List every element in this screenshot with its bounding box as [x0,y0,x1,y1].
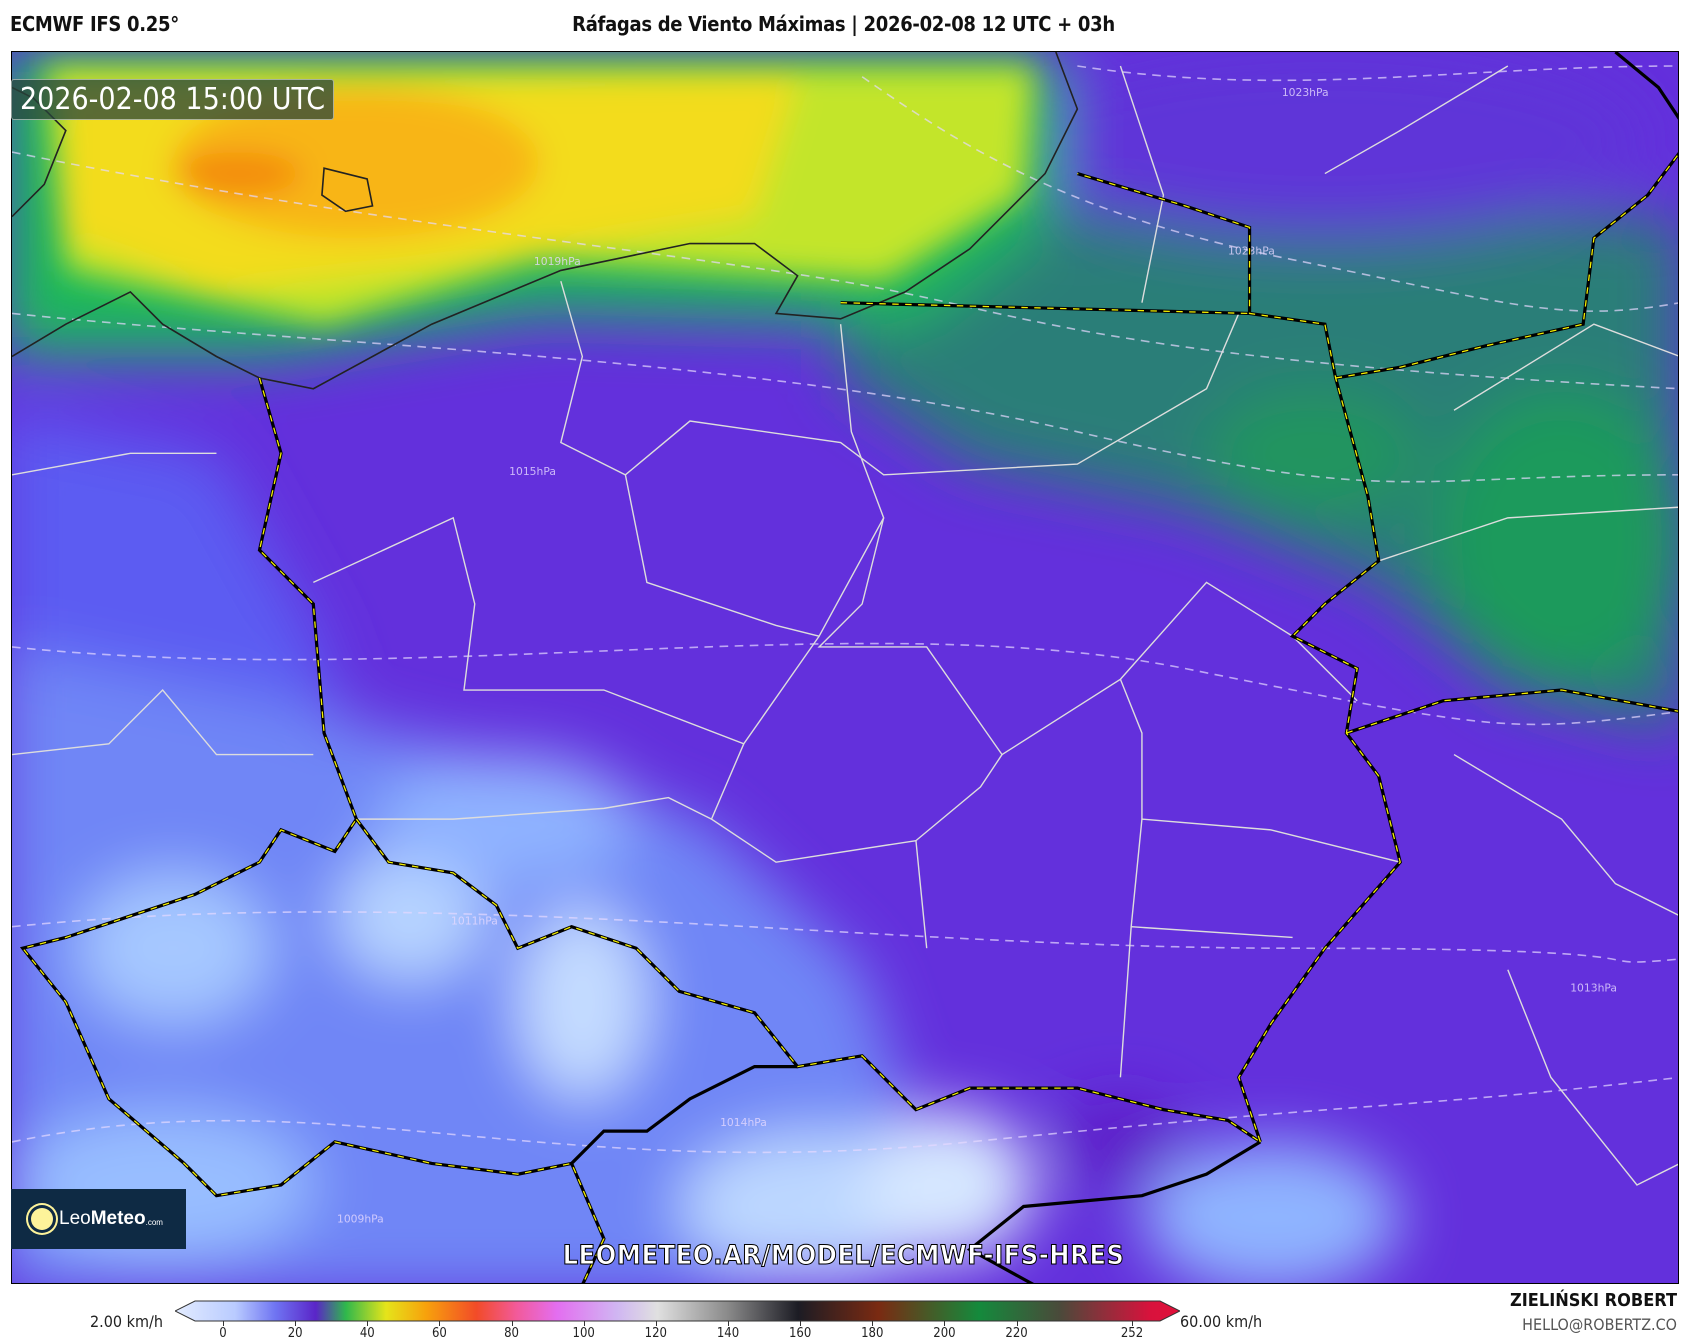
map-title: Ráfagas de Viento Máximas | 2026-02-08 1… [572,12,1115,36]
region-borders [12,65,1678,1186]
sun-icon [31,1208,53,1230]
isobar-label: 1011hPa [451,915,498,928]
source-watermark: LEOMETEO.AR/MODEL/ECMWF-IFS-HRES [562,1240,1125,1272]
colorbar-tick [872,1321,874,1326]
colorbar-tick [583,1321,585,1326]
colorbar-tick [295,1321,297,1326]
wind-gust-map[interactable]: 1023hPa 1023hPa 1019hPa 1015hPa 1011hPa … [11,51,1679,1284]
colorbar-tick [1132,1321,1133,1326]
isobar-label: 1013hPa [1570,981,1617,994]
colorbar-tick-label: 252 [1120,1326,1144,1341]
logo-text-meteo: Meteo [90,1208,146,1229]
isobar-label: 1019hPa [534,255,581,268]
isobar-label: 1023hPa [1228,244,1275,257]
model-label: ECMWF IFS 0.25° [10,12,179,36]
author-name: ZIELIŃSKI ROBERT [1510,1290,1677,1311]
colorbar-tick [511,1321,513,1326]
colorbar-tick [655,1321,657,1326]
colorbar-tick-label: 40 [359,1326,375,1341]
colorbar-tick [367,1321,369,1326]
colorbar-tick-label: 180 [861,1326,884,1341]
isobar-label: 1023hPa [1282,86,1329,99]
colorbar-max-label: 60.00 km/h [1180,1312,1263,1331]
colorbar-tick [728,1321,729,1326]
colorbar-tick-label: 140 [716,1326,740,1341]
colorbar-body [175,1300,1180,1322]
logo-text-leo: Leo [59,1208,91,1229]
colorbar-tick [439,1321,441,1326]
colorbar-tick-label: 80 [504,1326,520,1341]
isobars [12,65,1678,1154]
colorbar-tick-label: 60 [431,1326,447,1341]
colorbar-tick-label: 0 [219,1326,227,1341]
isobar-label: 1009hPa [337,1213,384,1226]
leometeo-logo[interactable]: Leo Meteo .com [11,1189,186,1249]
colorbar-tick-label: 100 [572,1326,595,1341]
isobar-label: 1015hPa [509,465,556,478]
colorbar-tick-label: 220 [1005,1326,1028,1341]
author-email[interactable]: HELLO@ROBERTZ.CO [1522,1315,1677,1334]
country-borders-highlight [21,153,1678,1283]
colorbar-tick [223,1321,224,1326]
colorbar-tick-label: 20 [287,1326,303,1341]
strong-gust-area [44,65,1035,325]
map-canvas: 1023hPa 1023hPa 1019hPa 1015hPa 1011hPa … [12,52,1678,1283]
colorbar-tick [1016,1321,1018,1326]
logo-text-com: .com [145,1217,163,1227]
colorbar-tick-label: 120 [644,1326,668,1341]
colorbar-tick-label: 160 [788,1326,812,1341]
valid-time-label: 2026-02-08 15:00 UTC [11,79,335,120]
colorbar-tick [800,1321,802,1326]
colorbar-min-label: 2.00 km/h [90,1312,163,1331]
colorbar-tick [944,1321,946,1326]
isobar-label: 1014hPa [720,1116,767,1129]
colorbar-tick-label: 200 [933,1326,956,1341]
colorbar [175,1300,1180,1322]
